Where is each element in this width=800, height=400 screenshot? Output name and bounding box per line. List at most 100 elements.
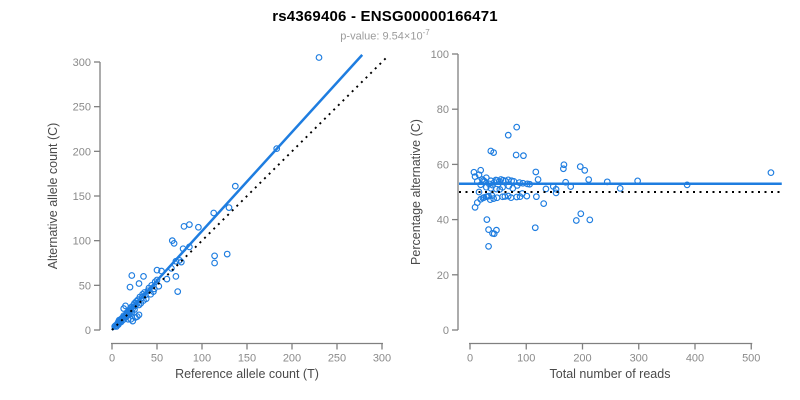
left-data-point [153,276,161,284]
left-x-tick-label: 150 [238,353,256,365]
right-x-tick-label: 200 [573,353,591,365]
right-data-point [531,224,539,232]
left-data-point [231,182,239,190]
left-data-point [126,283,134,291]
right-data-point [493,185,500,193]
left-fit-line [111,54,364,331]
right-data-point [540,200,548,207]
left-y-tick-label: 0 [85,325,91,337]
right-y-tick-label: 100 [431,49,449,61]
right-data-point [767,169,775,177]
right-y-tick-label: 80 [437,104,449,116]
left-data-point [211,252,218,260]
left-data-point [195,223,202,231]
pvalue-exponent: -7 [422,28,430,37]
left-y-tick-label: 100 [73,236,91,248]
right-data-point [490,149,498,156]
left-x-tick-label: 250 [328,353,346,365]
left-data-point [150,285,158,293]
right-y-tick-label: 40 [437,215,449,227]
right-data-point [534,176,542,183]
right-data-point [483,216,491,223]
left-data-point [273,145,281,153]
left-data-point [135,311,143,319]
pvalue-value: 9.54×10 [382,30,423,43]
right-y-axis-title: Percentage alternative (C) [409,119,423,265]
figure-subtitle: p-value: 9.54×10-7 [272,28,498,43]
right-data-point [542,185,550,193]
left-y-tick-label: 200 [73,146,91,158]
right-data-point [493,226,500,234]
right-data-point [586,216,594,224]
right-data-point [581,166,589,174]
left-y-tick-label: 50 [79,280,91,292]
right-data-point [520,152,527,160]
left-x-tick-label: 0 [109,353,115,365]
right-x-axis-title: Total number of reads [550,367,671,381]
right-data-point [501,193,509,200]
right-data-point [473,199,481,206]
left-data-point [186,221,193,228]
right-data-point [576,163,584,171]
left-x-tick-label: 50 [151,353,163,365]
left-x-axis-title: Reference allele count (T) [175,367,319,381]
left-data-point [180,222,188,230]
left-x-tick-label: 300 [373,353,391,365]
right-data-point [513,193,521,201]
right-data-point [512,151,520,159]
left-data-point [151,278,159,286]
left-y-tick-label: 250 [73,102,91,114]
right-data-point [552,189,560,197]
right-data-point [560,165,567,173]
right-data-point [562,178,570,186]
left-data-point [172,273,180,280]
left-data-point [135,280,143,287]
right-data-point [493,194,501,202]
figure-title: rs4369406 - ENSG00000166471 [272,8,498,25]
right-data-point [485,226,492,234]
left-data-point [140,273,147,280]
right-data-point [482,174,490,182]
right-data-point [533,193,540,201]
right-data-point [532,168,540,176]
right-data-point [475,188,483,196]
right-data-point [616,185,624,192]
right-data-point [552,185,560,193]
right-data-point [485,242,492,250]
right-y-tick-label: 20 [437,270,449,282]
left-data-point [315,54,323,61]
right-data-point [572,217,580,224]
right-data-point [504,131,512,139]
right-x-tick-label: 300 [630,353,648,365]
left-y-tick-label: 150 [73,191,91,203]
right-data-point [490,195,498,202]
right-x-tick-label: 400 [686,353,704,365]
right-data-point [486,196,494,204]
pvalue-label: p-value: [340,30,380,43]
right-data-point [518,190,526,197]
right-y-tick-label: 0 [443,325,449,337]
left-data-point [177,258,185,266]
left-data-point [133,299,141,307]
left-data-point [142,295,150,303]
left-y-axis-title: Alternative allele count (C) [46,123,60,270]
left-data-point [163,275,171,283]
left-x-tick-label: 200 [283,353,301,365]
right-data-point [513,123,521,131]
right-x-tick-label: 100 [517,353,535,365]
right-data-point [585,176,593,183]
left-data-point [223,250,231,258]
right-x-tick-label: 500 [742,353,760,365]
right-data-point [477,166,485,174]
right-x-tick-label: 0 [467,353,473,365]
left-data-point [174,288,182,295]
left-data-point [133,313,141,320]
left-data-point [153,266,161,274]
left-y-tick-label: 300 [73,57,91,69]
left-data-point [211,259,218,267]
right-data-point [577,210,585,218]
figure-header: rs4369406 - ENSG00000166471 p-value: 9.5… [272,8,498,43]
right-data-point [560,161,568,169]
